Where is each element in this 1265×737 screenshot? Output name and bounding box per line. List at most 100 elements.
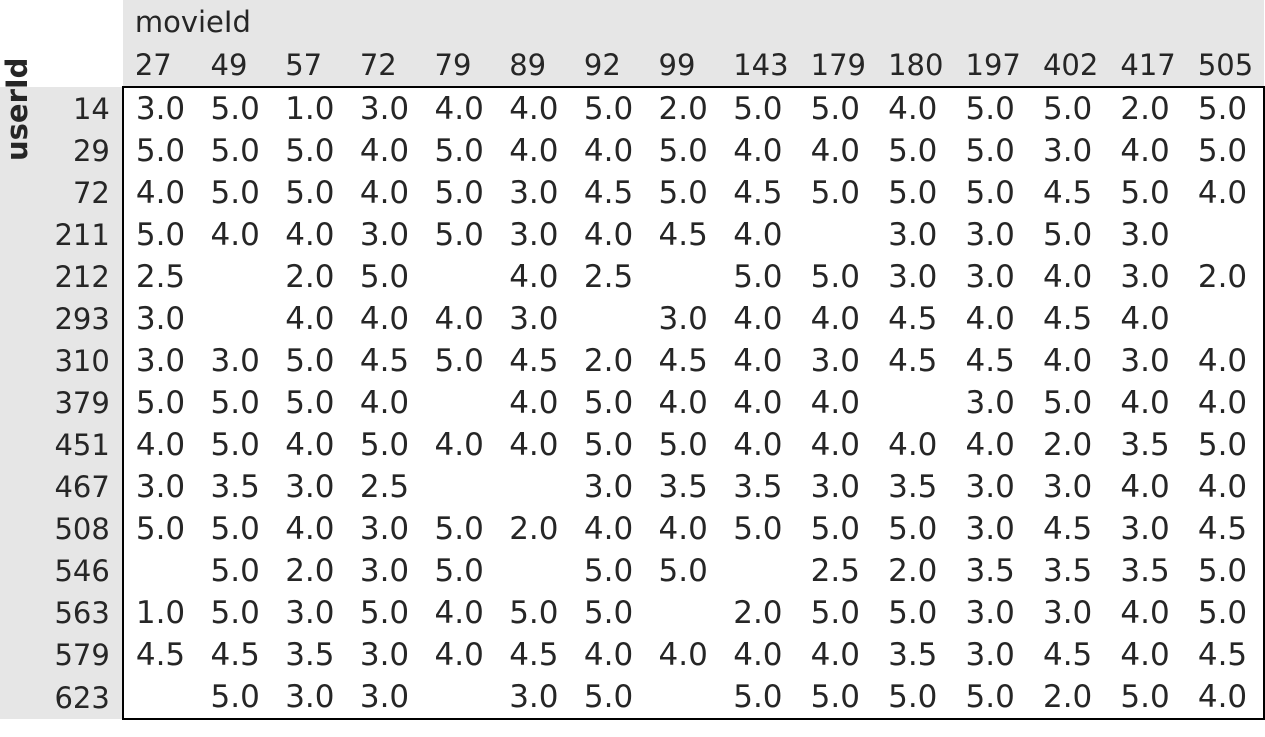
- cell-r379-c417: 4.0: [1108, 382, 1186, 424]
- index-label-623[interactable]: 623: [24, 676, 123, 719]
- cell-r467-c49: 3.5: [198, 466, 274, 508]
- cell-r467-c402: 3.0: [1030, 466, 1109, 508]
- column-header-72[interactable]: 72: [347, 44, 423, 87]
- table-row: 212 2.5 2.0 5.0 4.0 2.5 5.0 5.0 3.0 3.0 4.0 3.0 2.0: [0, 256, 1265, 298]
- column-header-402[interactable]: 402: [1030, 44, 1109, 87]
- cell-r310-c92: 2.0: [571, 340, 647, 382]
- index-label-467[interactable]: 467: [24, 466, 123, 508]
- table-row: 563 1.0 5.0 3.0 5.0 4.0 5.0 5.0 2.0 5.0 5.0 3.0 3.0 4…: [0, 592, 1265, 634]
- cell-r14-c27: 3.0: [121, 86, 199, 130]
- cell-r579-c79: 4.0: [422, 634, 498, 676]
- index-label-293[interactable]: 293: [24, 298, 123, 340]
- cell-r546-c49: 5.0: [198, 550, 274, 592]
- cell-r310-c72: 4.5: [347, 340, 423, 382]
- cell-r579-c49: 4.5: [198, 634, 274, 676]
- column-header-27[interactable]: 27: [122, 44, 199, 87]
- cell-r310-c143: 4.0: [721, 340, 799, 382]
- cell-r293-c99: 3.0: [646, 298, 722, 340]
- cell-r563-c57: 3.0: [273, 592, 348, 634]
- table-body: userId 14 3.0 5.0 1.0 3.0 4.0 4.0 5.0 2.0 5.0 5.0 4.…: [0, 57, 1265, 720]
- index-axis-name: userId: [0, 57, 34, 161]
- cell-r623-c197: 5.0: [953, 676, 1031, 720]
- index-label-212[interactable]: 212: [24, 256, 123, 298]
- cell-r508-c49: 5.0: [198, 508, 274, 550]
- cell-r579-c179: 4.0: [798, 634, 877, 676]
- index-label-310[interactable]: 310: [24, 340, 123, 382]
- cell-r211-c179: [798, 214, 877, 256]
- column-header-143[interactable]: 143: [721, 44, 799, 87]
- cell-r563-c89: 5.0: [497, 592, 572, 634]
- column-header-92[interactable]: 92: [571, 44, 647, 87]
- cell-r29-c143: 4.0: [721, 130, 799, 172]
- cell-r14-c92: 5.0: [571, 86, 647, 130]
- column-header-417[interactable]: 417: [1108, 44, 1186, 87]
- cell-r623-c57: 3.0: [273, 676, 348, 720]
- cell-r379-c89: 4.0: [497, 382, 572, 424]
- column-header-197[interactable]: 197: [953, 44, 1031, 87]
- cell-r72-c57: 5.0: [273, 172, 348, 214]
- cell-r451-c89: 4.0: [497, 424, 572, 466]
- column-header-505[interactable]: 505: [1185, 44, 1264, 87]
- cell-r293-c72: 4.0: [347, 298, 423, 340]
- cell-r72-c179: 5.0: [798, 172, 877, 214]
- cell-r546-c92: 5.0: [571, 550, 647, 592]
- cell-r467-c417: 4.0: [1108, 466, 1186, 508]
- table-header: movieId 27 49 57 72 79 89 92 99 143 179 180 197 402 41…: [0, 0, 1264, 87]
- index-label-379[interactable]: 379: [24, 382, 123, 424]
- cell-r563-c99: [646, 592, 722, 634]
- cell-r508-c180: 5.0: [876, 508, 954, 550]
- table-row: 623 5.0 3.0 3.0 3.0 5.0 5.0 5.0 5.0 5.0 2.0 5.0 4.0: [0, 676, 1265, 720]
- cell-r293-c179: 4.0: [798, 298, 877, 340]
- cell-r72-c417: 5.0: [1108, 172, 1186, 214]
- column-header-99[interactable]: 99: [646, 44, 722, 87]
- cell-r563-c79: 4.0: [422, 592, 498, 634]
- cell-r563-c180: 5.0: [876, 592, 954, 634]
- cell-r212-c197: 3.0: [953, 256, 1031, 298]
- cell-r579-c57: 3.5: [273, 634, 348, 676]
- index-label-579[interactable]: 579: [24, 634, 123, 676]
- cell-r14-c179: 5.0: [798, 86, 877, 130]
- index-label-451[interactable]: 451: [24, 424, 123, 466]
- cell-r379-c505: 4.0: [1185, 382, 1265, 424]
- cell-r467-c57: 3.0: [273, 466, 348, 508]
- cell-r211-c57: 4.0: [273, 214, 348, 256]
- cell-r579-c417: 4.0: [1108, 634, 1186, 676]
- cell-r579-c92: 4.0: [571, 634, 647, 676]
- cell-r72-c505: 4.0: [1185, 172, 1265, 214]
- index-label-14[interactable]: 14: [24, 87, 123, 130]
- cell-r29-c89: 4.0: [497, 130, 572, 172]
- cell-r310-c57: 5.0: [273, 340, 348, 382]
- cell-r546-c180: 2.0: [876, 550, 954, 592]
- column-header-57[interactable]: 57: [273, 44, 348, 87]
- cell-r379-c49: 5.0: [198, 382, 274, 424]
- cell-r72-c49: 5.0: [198, 172, 274, 214]
- cell-r212-c79: [422, 256, 498, 298]
- index-label-29[interactable]: 29: [24, 130, 123, 172]
- index-label-211[interactable]: 211: [24, 214, 123, 256]
- cell-r546-c27: [121, 550, 199, 592]
- cell-r579-c89: 4.5: [497, 634, 572, 676]
- cell-r14-c57: 1.0: [273, 86, 348, 130]
- cell-r14-c49: 5.0: [198, 86, 274, 130]
- cell-r212-c57: 2.0: [273, 256, 348, 298]
- column-header-49[interactable]: 49: [198, 44, 274, 87]
- column-header-179[interactable]: 179: [798, 44, 877, 87]
- cell-r29-c197: 5.0: [953, 130, 1031, 172]
- cell-r546-c99: 5.0: [646, 550, 722, 592]
- cell-r293-c79: 4.0: [422, 298, 498, 340]
- cell-r211-c417: 3.0: [1108, 214, 1186, 256]
- index-label-563[interactable]: 563: [24, 592, 123, 634]
- cell-r212-c92: 2.5: [571, 256, 647, 298]
- cell-r579-c143: 4.0: [721, 634, 799, 676]
- cell-r623-c27: [121, 676, 199, 720]
- cell-r212-c99: [646, 256, 722, 298]
- column-header-89[interactable]: 89: [497, 44, 572, 87]
- cell-r14-c79: 4.0: [422, 86, 498, 130]
- index-label-546[interactable]: 546: [24, 550, 123, 592]
- index-label-508[interactable]: 508: [24, 508, 123, 550]
- column-header-79[interactable]: 79: [422, 44, 498, 87]
- index-label-72[interactable]: 72: [24, 172, 123, 214]
- column-header-180[interactable]: 180: [876, 44, 954, 87]
- cell-r579-c197: 3.0: [953, 634, 1031, 676]
- cell-r212-c402: 4.0: [1030, 256, 1109, 298]
